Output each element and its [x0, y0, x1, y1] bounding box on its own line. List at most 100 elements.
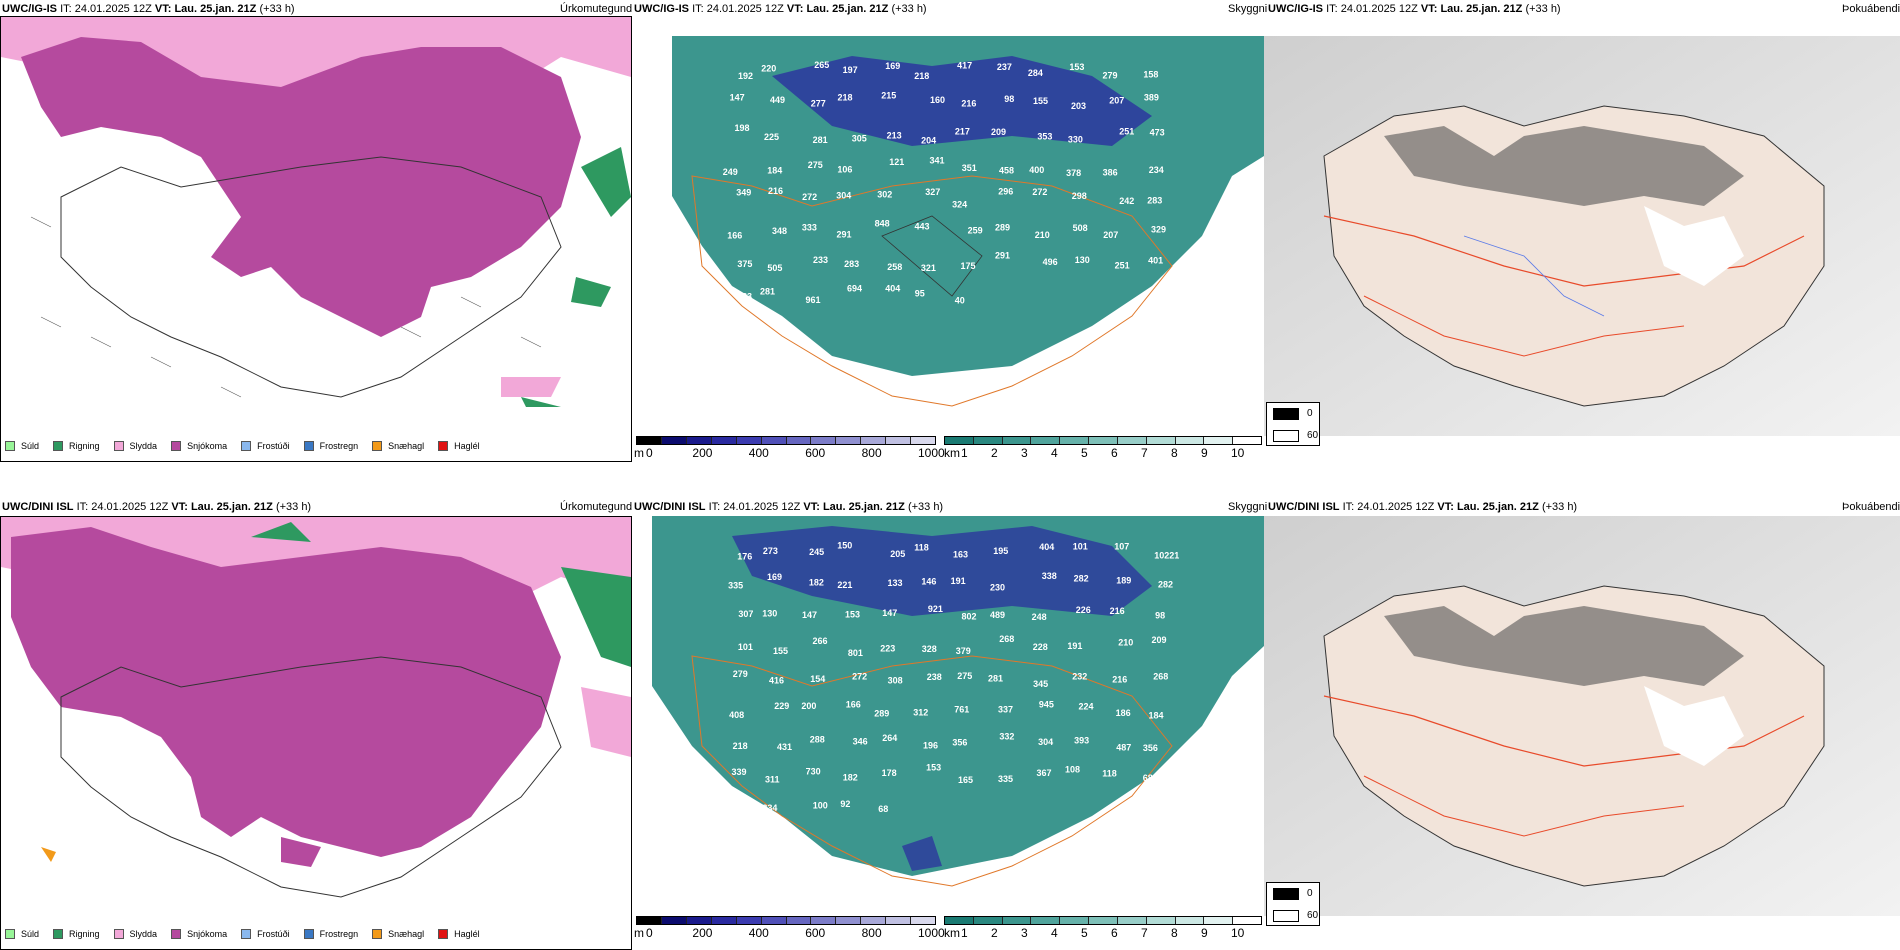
precip-legend-item: Haglél: [438, 929, 480, 939]
cloud-base-value: 251: [1115, 260, 1130, 270]
cloud-base-value: 417: [957, 61, 972, 71]
cloud-base-tick: 200: [692, 926, 713, 940]
cloud-base-value: 289: [995, 223, 1010, 233]
colorbar-segment: [1146, 917, 1176, 924]
colorbar-segment: [761, 917, 787, 924]
cloud-base-value: 196: [923, 741, 938, 751]
cloud-base-value: 431: [777, 742, 792, 752]
fog-legend: 0 60: [1266, 402, 1320, 446]
visibility-tick: 4: [1051, 926, 1058, 940]
cloud-base-value: 203: [1071, 101, 1086, 111]
cloud-base-value: 258: [887, 262, 902, 272]
visibility-tick: 7: [1141, 446, 1148, 460]
cloud-base-value: 92: [840, 799, 850, 809]
cloud-visibility-map: 192 220 265 197 169 218 417 237 284 153 279 158 147 4…: [632, 18, 1264, 463]
visibility-colorbar: [944, 916, 1262, 925]
cloud-type-label: Skyggni: [1228, 3, 1268, 15]
visibility-tick: 1: [961, 446, 968, 460]
visibility-unit: km: [944, 446, 960, 460]
legend-label: Frostúði: [257, 929, 290, 939]
cloud-base-value: 268: [999, 634, 1014, 644]
cloud-base-value: 335: [998, 774, 1013, 784]
legend-swatch: [113, 929, 124, 939]
colorbar-segment: [886, 917, 912, 924]
cloud-base-value: 166: [846, 700, 861, 710]
cloud-base-value: 158: [1143, 70, 1158, 80]
cloud-base-value: 146: [921, 577, 936, 587]
colorbar-segment: [1117, 437, 1147, 444]
colorbar-segment: [786, 437, 812, 444]
legend-label: Snjókoma: [187, 441, 228, 451]
legend-label: Slydda: [129, 441, 158, 451]
cloud-base-value: 169: [767, 572, 782, 582]
cloud-base-value: 335: [728, 581, 743, 591]
colorbar-segment: [1204, 917, 1234, 924]
cloud-base-value: 220: [761, 64, 776, 74]
cloud-base-value: 153: [845, 610, 860, 620]
cloud-base-value: 205: [890, 549, 905, 559]
legend-label: Haglél: [454, 441, 480, 451]
cloud-base-value: 279: [1103, 70, 1118, 80]
cloud-base-value: 195: [993, 546, 1008, 556]
cloud-base-value: 98: [1155, 611, 1165, 621]
cloud-base-value: 273: [763, 546, 778, 556]
cloud-base-value: 218: [733, 741, 748, 751]
cloud-base-value: 200: [801, 701, 816, 711]
cloud-base-value: 130: [762, 609, 777, 619]
precip-legend-item: Súld: [5, 929, 39, 939]
legend-swatch: [241, 929, 252, 939]
colorbar-segment: [973, 917, 1003, 924]
fog-legend-swatch: [1273, 888, 1299, 900]
cloud-base-value: 24: [732, 806, 742, 816]
legend-label: Haglél: [454, 929, 480, 939]
legend-swatch: [372, 929, 383, 939]
cloud-base-value: 204: [921, 136, 936, 146]
cloud-base-value: 279: [733, 669, 748, 679]
cloud-base-value: 332: [999, 732, 1014, 742]
legend-label: Súld: [21, 929, 40, 939]
cloud-base-value: 324: [952, 199, 967, 209]
cloud-base-value: 921: [928, 604, 943, 614]
visibility-tick: 5: [1081, 926, 1088, 940]
fog-legend-label: 60: [1307, 910, 1319, 921]
legend-swatch: [5, 929, 15, 939]
cloud-base-value: 224: [1079, 702, 1094, 712]
precip-legend: Súld Rigning Slydda Snjókoma Frostúði Frostre…: [5, 925, 494, 943]
cloud-base-value: 383: [737, 291, 752, 301]
cloud-base-value: 375: [737, 259, 752, 269]
cloud-base-value: 232: [1072, 672, 1087, 682]
cloud-base-tick: 400: [748, 446, 769, 460]
cloud-base-value: 184: [767, 166, 782, 176]
cloud-base-tick: 600: [805, 446, 826, 460]
cloud-base-value: 230: [990, 582, 1005, 592]
cloud-base-value: 216: [961, 98, 976, 108]
cloud-base-value: 163: [953, 550, 968, 560]
cloud-base-value: 801: [848, 648, 863, 658]
cloud-base-value: 404: [885, 284, 900, 294]
cloud-base-tick: 0: [646, 446, 653, 460]
cloud-base-value: 218: [914, 71, 929, 81]
fog-legend-swatch: [1273, 408, 1299, 420]
visibility-tick: 8: [1171, 926, 1178, 940]
cloud-base-value: 182: [809, 577, 824, 587]
colorbar-segment: [1031, 917, 1061, 924]
legend-swatch: [171, 441, 182, 451]
cloud-base-value: 223: [880, 643, 895, 653]
cloud-base-value: 95: [915, 289, 925, 299]
cloud-base-tick: 0: [646, 926, 653, 940]
cloud-base-value: 277: [811, 98, 826, 108]
legend-label: Snjókoma: [187, 929, 228, 939]
cloud-base-value: 228: [1033, 642, 1048, 652]
cloud-base-value: 68: [878, 804, 888, 814]
cloud-base-tick: 400: [748, 926, 769, 940]
cloud-base-value: 730: [806, 766, 821, 776]
cloud-base-value: 761: [954, 705, 969, 715]
cloud-base-value: 401: [1148, 256, 1163, 266]
cloud-base-colorbar: [636, 916, 936, 925]
colorbar-segment: [686, 437, 712, 444]
legend-label: Súld: [21, 441, 40, 451]
cloud-base-value: 147: [882, 608, 897, 618]
cloud-base-value: 121: [889, 157, 904, 167]
precip-legend-item: Frostúði: [241, 441, 290, 451]
cloud-title: UWC/DINI ISL IT: 24.01.2025 12Z VT: Lau.…: [634, 501, 944, 513]
